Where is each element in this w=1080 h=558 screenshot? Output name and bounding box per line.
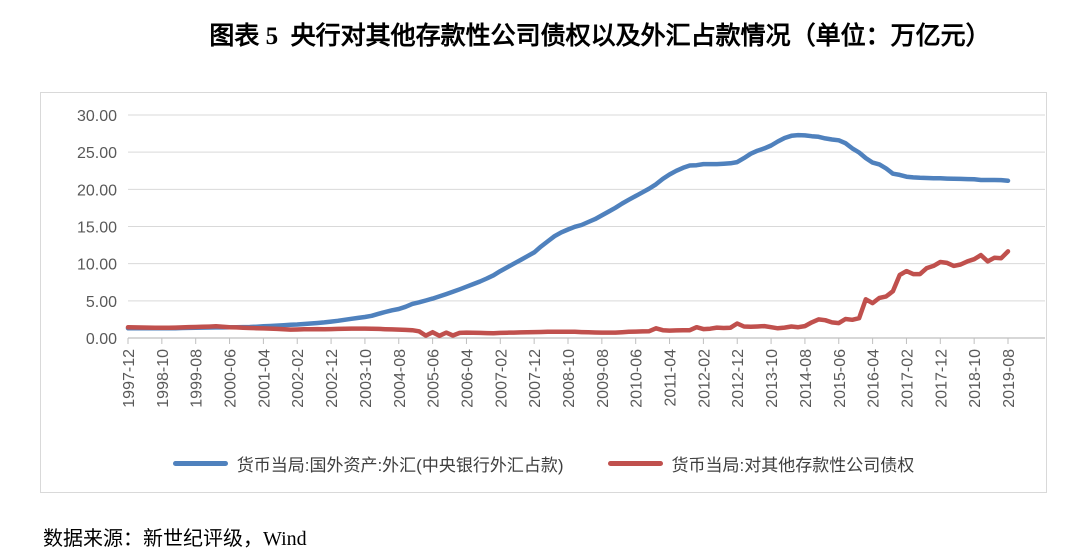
x-tick-label: 2006-04 bbox=[459, 349, 476, 408]
legend-item-fx: 货币当局:国外资产:外汇(中央银行外汇占款) bbox=[172, 451, 564, 476]
x-tick-label: 1999-08 bbox=[189, 349, 206, 408]
x-tick-label: 2003-10 bbox=[358, 349, 375, 408]
fx-line-swatch-icon bbox=[172, 461, 228, 466]
x-tick-label: 2002-02 bbox=[290, 349, 307, 408]
x-tick-label: 2018-10 bbox=[967, 349, 984, 408]
figure-title: 图表 5 央行对其他存款性公司债权以及外汇占款情况（单位：万亿元） bbox=[209, 23, 991, 50]
y-tick-label: 0.00 bbox=[86, 331, 117, 348]
y-tick-label: 5.00 bbox=[86, 294, 117, 311]
x-tick-label: 2008-10 bbox=[561, 349, 578, 408]
x-tick-label: 2011-04 bbox=[663, 349, 680, 407]
y-tick-label: 20.00 bbox=[77, 182, 117, 199]
x-tick-label: 1998-10 bbox=[155, 349, 172, 408]
x-tick-label: 2004-08 bbox=[392, 349, 409, 408]
x-tick-label: 2012-02 bbox=[696, 349, 713, 408]
x-tick-label: 2002-12 bbox=[324, 349, 341, 408]
legend-label-claims: 货币当局:对其他存款性公司债权 bbox=[671, 456, 915, 475]
chart-legend: 货币当局:国外资产:外汇(中央银行外汇占款) 货币当局:对其他存款性公司债权 bbox=[41, 451, 1046, 476]
x-tick-label: 2015-06 bbox=[832, 349, 849, 408]
x-tick-label: 2000-06 bbox=[223, 349, 240, 408]
data-source-note: 数据来源：新世纪评级，Wind bbox=[43, 528, 307, 550]
y-tick-label: 15.00 bbox=[77, 220, 117, 237]
legend-label-fx: 货币当局:国外资产:外汇(中央银行外汇占款) bbox=[236, 456, 564, 475]
series-line-0 bbox=[125, 132, 1011, 331]
x-tick-label: 2009-08 bbox=[595, 349, 612, 408]
x-tick-label: 2017-02 bbox=[899, 349, 916, 408]
claims-line-swatch-icon bbox=[607, 461, 663, 466]
x-tick-label: 1997-12 bbox=[121, 349, 138, 408]
series-line-1 bbox=[125, 249, 1011, 339]
x-tick-label: 2016-04 bbox=[866, 349, 883, 408]
y-tick-label: 30.00 bbox=[77, 108, 117, 125]
chart-box: 30.00 25.00 20.00 15.00 10.00 5.00 0.00 1997-12… bbox=[40, 92, 1047, 493]
x-tick-label: 2014-08 bbox=[798, 349, 815, 408]
x-tick-label: 2013-10 bbox=[764, 349, 781, 408]
y-tick-label: 25.00 bbox=[77, 145, 117, 162]
x-tick-label: 2010-06 bbox=[629, 349, 646, 408]
x-tick-label: 2007-12 bbox=[527, 349, 544, 408]
legend-item-claims: 货币当局:对其他存款性公司债权 bbox=[607, 451, 915, 476]
x-tick-label: 2012-12 bbox=[730, 349, 747, 408]
x-tick-label: 2007-02 bbox=[493, 349, 510, 408]
x-tick-label: 2001-04 bbox=[256, 349, 273, 408]
x-tick-label: 2017-12 bbox=[933, 349, 950, 408]
y-tick-label: 10.00 bbox=[77, 257, 117, 274]
chart-canvas: 30.00 25.00 20.00 15.00 10.00 5.00 0.001997-12… bbox=[77, 108, 1045, 408]
x-tick-label: 2005-06 bbox=[426, 349, 443, 408]
x-tick-label: 2019-08 bbox=[1001, 349, 1018, 408]
